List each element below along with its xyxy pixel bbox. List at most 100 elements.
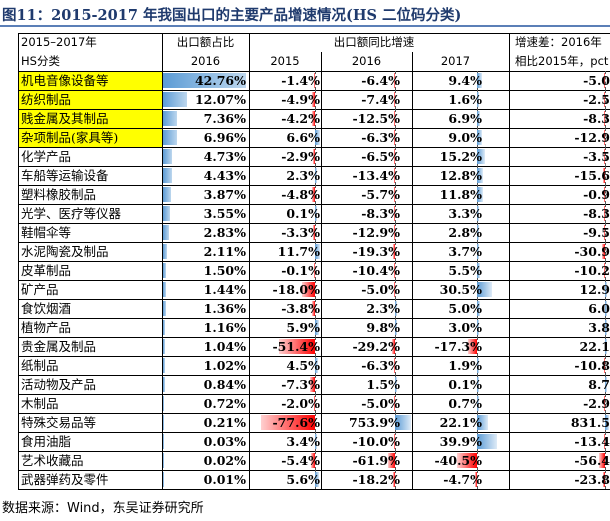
g2015-value: -2.9% [281,149,320,164]
share-value: 4.73% [203,149,246,164]
share-value: 0.03% [203,434,246,449]
row-label: 水泥陶瓷及制品 [21,244,109,259]
diff-bar [605,301,607,316]
g2017-cell: 15.2% [412,147,499,166]
g2015-axis [315,375,316,394]
g2015-bar [315,434,318,449]
grid-hline [18,33,610,34]
diff-value: -10.2 [574,263,610,278]
g2016-value: 9.8% [366,320,400,335]
g2016-cell: -7.4% [321,90,412,109]
diff-bar [602,472,605,487]
g2016-value: -5.0% [361,396,400,411]
g2015-value: 6.6% [286,130,320,145]
diff-cell: -23.8 [509,470,610,489]
g2017-bar [456,453,477,468]
header-diff-label-2: 相比2015年，pct [515,54,609,68]
g2016-bar [393,434,395,449]
g2016-bar [392,244,395,259]
share-bar [163,472,164,487]
g2017-cell: 30.5% [412,280,499,299]
diff-cell: -9.5 [509,223,610,242]
header-share-year: 2016 [190,54,221,68]
g2016-axis [395,128,396,147]
share-cell: 42.76% [162,71,249,90]
g2016-value: -13.4% [352,168,400,183]
g2015-cell: -5.4% [249,451,321,470]
table-row: 武器弹药及零件 0.01% 5.6% -18.2% -4.7% -23.8 [0,470,610,489]
g2015-bar [315,168,317,183]
g2017-bar [477,244,479,259]
table-row: 食饮烟酒 1.36% -3.8% 2.3% 5.0% 6.0 [0,299,610,318]
g2015-cell: -1.4% [249,71,321,90]
g2017-value: 30.5% [439,282,482,297]
share-value: 1.02% [203,358,246,373]
g2016-bar [393,396,395,411]
g2016-cell: -18.2% [321,470,412,489]
g2016-axis [395,394,396,413]
diff-value: -3.5 [583,149,610,164]
g2015-cell: -3.8% [249,299,321,318]
g2016-bar [393,358,395,373]
diff-bar [605,377,607,392]
diff-axis [605,242,606,261]
grid-hline [18,223,610,224]
diff-axis [605,166,606,185]
table-row: 木制品 0.72% -2.0% -5.0% 0.7% -2.9 [0,394,610,413]
g2017-bar [477,282,493,297]
g2016-cell: -61.9% [321,451,412,470]
diff-cell: 831.5 [509,413,610,432]
share-bar [163,453,164,468]
table-row: 食用油脂 0.03% 3.4% -10.0% 39.9% -13.4 [0,432,610,451]
share-value: 42.76% [194,73,246,88]
g2015-value: -5.4% [281,453,320,468]
g2017-value: -40.5% [434,453,482,468]
g2017-cell: 9.4% [412,71,499,90]
share-cell: 1.16% [162,318,249,337]
g2016-cell: -10.4% [321,261,412,280]
share-value: 1.04% [203,339,246,354]
share-cell: 0.02% [162,451,249,470]
g2015-cell: 3.4% [249,432,321,451]
g2017-value: 6.9% [448,111,482,126]
diff-value: 6.0 [588,301,610,316]
g2016-value: -5.0% [361,282,400,297]
g2017-bar [477,434,497,449]
share-bar [163,187,171,202]
g2017-value: 15.2% [439,149,482,164]
g2017-bar [477,301,480,316]
diff-bar [605,339,608,354]
share-value: 2.11% [203,244,246,259]
g2015-cell: 0.1% [249,204,321,223]
row-label: 食饮烟酒 [21,301,72,316]
row-label: 植物产品 [21,320,72,335]
grid-hline [18,261,610,262]
share-bar [163,168,172,183]
g2016-axis [395,356,396,375]
g2017-bar [477,92,479,107]
grid-hline [18,90,610,91]
g2015-cell: 2.3% [249,166,321,185]
g2017-bar [477,320,479,335]
g2017-bar [477,415,489,430]
row-label: 贵金属及制品 [21,339,97,354]
share-cell: 1.36% [162,299,249,318]
g2017-value: 9.4% [448,73,482,88]
g2017-bar [477,168,484,183]
g2017-value: 0.1% [448,377,482,392]
diff-value: 22.1 [579,339,610,354]
g2016-bar [392,472,395,487]
diff-cell: -15.6 [509,166,610,185]
g2015-value: 3.4% [286,434,320,449]
g2016-value: -5.7% [361,187,400,202]
row-label: 光学、医疗等仪器 [21,206,122,221]
g2016-cell: -6.3% [321,128,412,147]
g2016-bar [395,320,397,335]
g2015-value: 11.7% [277,244,320,259]
g2016-bar [393,206,395,221]
g2016-value: -6.3% [361,358,400,373]
table-row: 艺术收藏品 0.02% -5.4% -61.9% -40.5% -56.4 [0,451,610,470]
share-cell: 0.72% [162,394,249,413]
diff-cell: 3.8 [509,318,610,337]
diff-axis [605,185,606,204]
